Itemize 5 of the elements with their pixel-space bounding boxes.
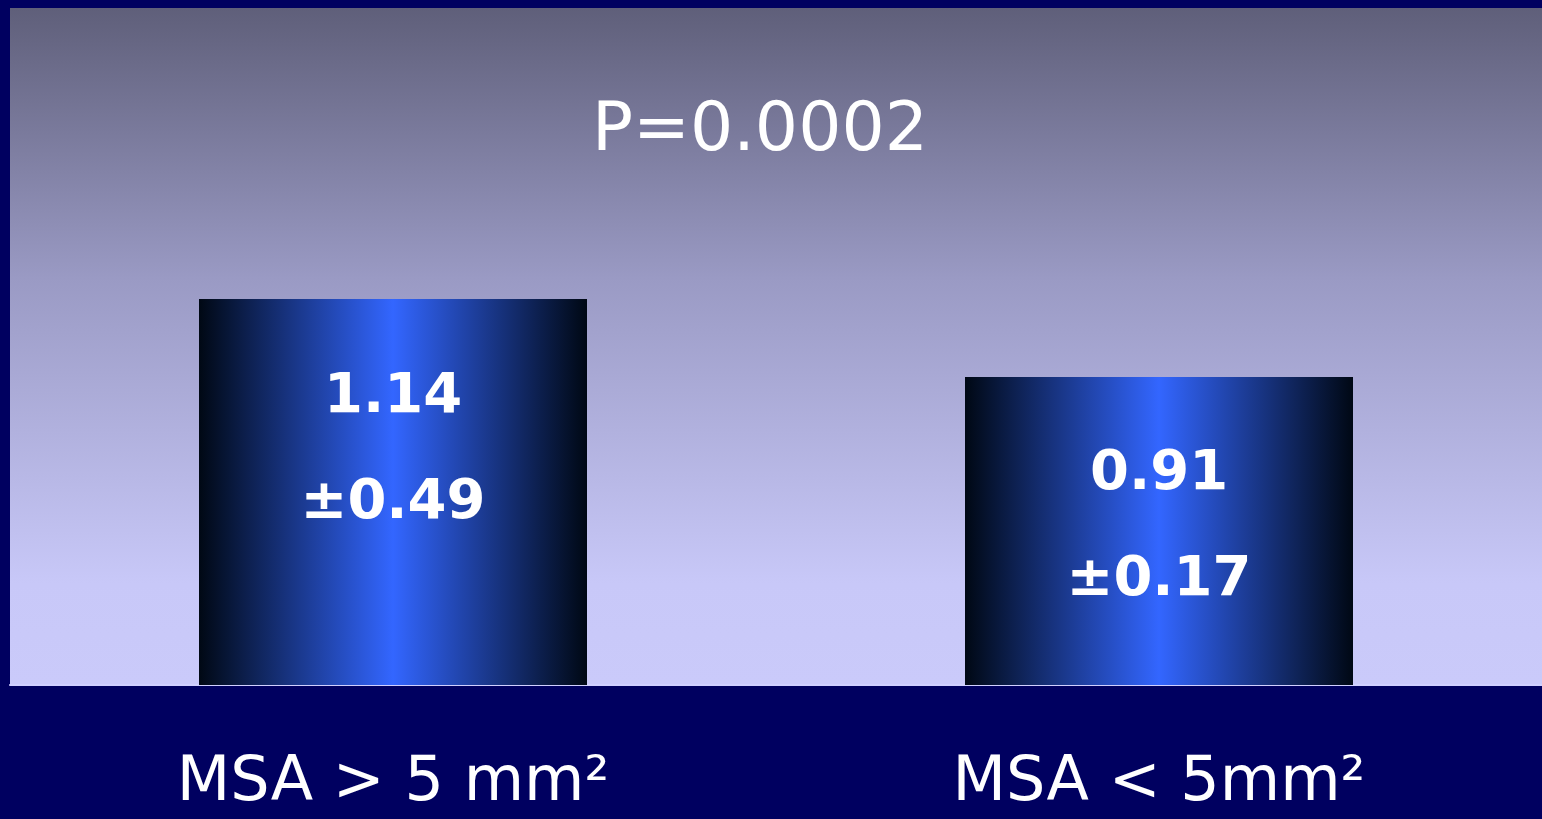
data-label: 0.91 ±0.17 xyxy=(1066,437,1252,609)
x-tick-label: MSA < 5mm² xyxy=(952,741,1366,815)
annotation: P=0.0002 xyxy=(592,86,928,166)
data-label: 1.14 ±0.49 xyxy=(300,359,486,531)
x-tick-label: MSA > 5 mm² xyxy=(176,741,610,815)
